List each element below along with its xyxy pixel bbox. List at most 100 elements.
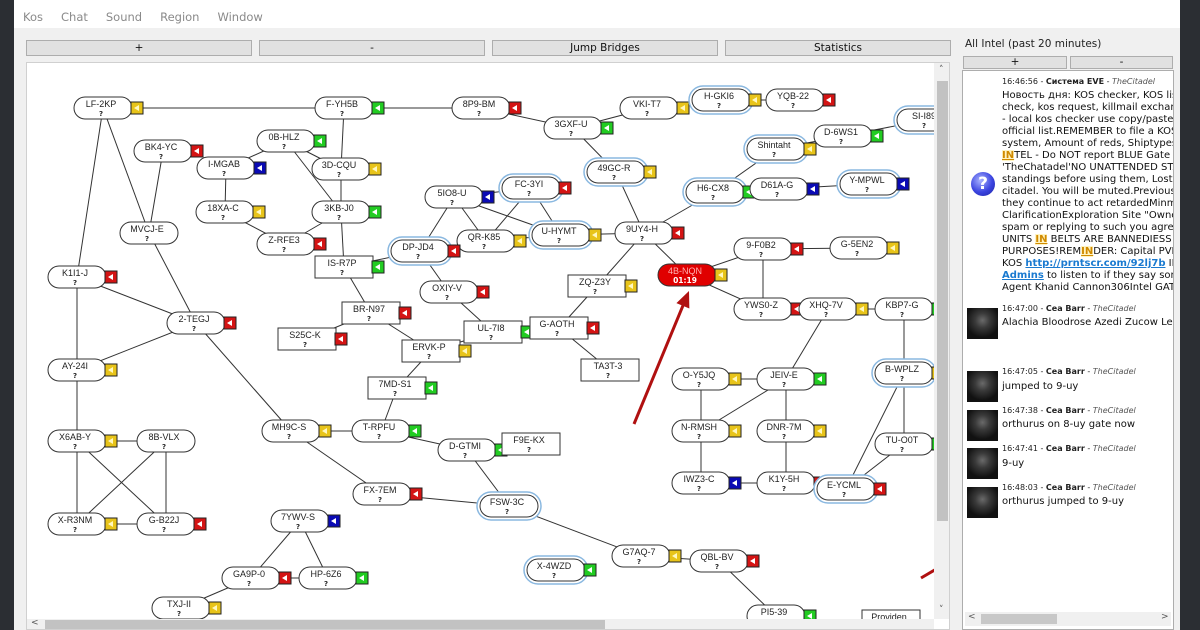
- system-node[interactable]: ZQ-Z3Y?: [567, 274, 638, 298]
- system-node[interactable]: D-GTMI?: [437, 438, 508, 462]
- system-node[interactable]: F-YH5B?: [314, 96, 385, 120]
- system-node[interactable]: 18XA-C?: [195, 200, 266, 224]
- jump-bridges-button[interactable]: Jump Bridges: [492, 40, 718, 56]
- system-node[interactable]: T-RPFU?: [351, 419, 422, 443]
- standing-badge-green[interactable]: [931, 302, 934, 316]
- menu-window[interactable]: Window: [217, 10, 263, 24]
- menu-kos[interactable]: Kos: [23, 10, 43, 24]
- statistics-button[interactable]: Statistics: [725, 40, 951, 56]
- system-node[interactable]: GA9P-0?: [221, 566, 292, 590]
- system-node[interactable]: AY-24I?: [47, 358, 118, 382]
- system-node[interactable]: S25C-K?: [277, 327, 348, 351]
- system-node[interactable]: 0B-HLZ?: [256, 129, 327, 153]
- scroll-up-icon[interactable]: ˄: [939, 65, 944, 75]
- zoom-out-button[interactable]: -: [259, 40, 485, 56]
- menu-region[interactable]: Region: [160, 10, 200, 24]
- system-node[interactable]: IWZ3-C?: [671, 471, 742, 495]
- system-node[interactable]: G-B22J?: [136, 512, 207, 536]
- chat-hscroll-thumb[interactable]: [981, 614, 1057, 624]
- system-node[interactable]: K1I1-J?: [47, 265, 118, 289]
- system-node[interactable]: 5IO8-U?: [424, 185, 495, 209]
- system-node[interactable]: D61A-G?: [749, 177, 820, 201]
- system-node[interactable]: I-MGAB?: [196, 156, 267, 180]
- system-node[interactable]: 9-F0B2?: [733, 237, 804, 261]
- scroll-left-icon[interactable]: <: [968, 612, 976, 622]
- system-node[interactable]: 7MD-S1?: [367, 376, 438, 400]
- system-node[interactable]: 8B-VLX?: [136, 429, 196, 453]
- system-node[interactable]: BR-N97?: [341, 301, 412, 325]
- message-link[interactable]: Admins: [1002, 270, 1044, 281]
- system-node[interactable]: H6-CX8?: [682, 177, 756, 207]
- system-node[interactable]: MH9C-S?: [261, 419, 332, 443]
- map-horizontal-scrollbar[interactable]: <: [27, 618, 934, 629]
- system-node[interactable]: 49GC-R?: [583, 157, 657, 187]
- chat-horizontal-scrollbar[interactable]: < >: [965, 612, 1171, 626]
- system-node[interactable]: G-5EN2?: [829, 236, 900, 260]
- system-node[interactable]: 7YWV-S?: [270, 509, 341, 533]
- standing-badge-yellow[interactable]: [931, 366, 934, 380]
- system-node[interactable]: 8P9-BM?: [451, 96, 522, 120]
- system-node[interactable]: D-6WS1?: [813, 124, 884, 148]
- scroll-left-icon[interactable]: <: [31, 618, 39, 628]
- system-node[interactable]: IS-R7P?: [314, 255, 385, 279]
- system-node[interactable]: QR-K85?: [456, 229, 527, 253]
- system-node[interactable]: G7AQ-7?: [611, 544, 682, 568]
- system-node[interactable]: O-Y5JQ?: [671, 367, 742, 391]
- map-hscroll-thumb[interactable]: [45, 620, 605, 629]
- system-node[interactable]: 2-TEGJ?: [166, 311, 237, 335]
- system-node[interactable]: 3KB-J0?: [311, 200, 382, 224]
- system-node[interactable]: QBL-BV?: [689, 549, 760, 573]
- system-node[interactable]: G-AOTH?: [529, 316, 600, 340]
- scroll-down-icon[interactable]: ˅: [939, 605, 944, 615]
- system-node[interactable]: HP-6Z6?: [298, 566, 369, 590]
- system-node[interactable]: XHQ-7V?: [798, 297, 869, 321]
- system-node[interactable]: FSW-3C?: [476, 491, 542, 521]
- system-node[interactable]: LF-2KP?: [73, 96, 144, 120]
- system-node[interactable]: Shintaht?: [743, 134, 817, 164]
- map-canvas[interactable]: LF-2KP? F-YH5B? 8P9-BM? 3GXF-U?VKI-T7?H-GKI…: [27, 63, 934, 619]
- system-node[interactable]: H-GKI6?: [688, 85, 762, 115]
- system-node[interactable]: YWS0-Z?: [733, 297, 804, 321]
- system-node[interactable]: F9E-KX?: [501, 432, 561, 456]
- system-node[interactable]: OXIY-V?: [419, 280, 490, 304]
- map-vertical-scrollbar[interactable]: ˄ ˅: [934, 63, 949, 619]
- standing-badge-green[interactable]: [931, 437, 934, 451]
- system-node[interactable]: SI-I89?: [893, 105, 934, 135]
- system-node[interactable]: Z-RFE3?: [256, 232, 327, 256]
- region-map[interactable]: LF-2KP? F-YH5B? 8P9-BM? 3GXF-U? VKI-T7? H-GKI…: [26, 62, 950, 630]
- intel-zoom-out-button[interactable]: -: [1070, 56, 1173, 69]
- menu-chat[interactable]: Chat: [61, 10, 88, 24]
- system-node[interactable]: N-RMSH?: [671, 419, 742, 443]
- system-node[interactable]: DP-JD4?: [387, 236, 461, 266]
- system-node[interactable]: B-WPLZ?: [871, 358, 934, 388]
- system-node[interactable]: FX-7EM?: [352, 482, 423, 506]
- intel-zoom-in-button[interactable]: +: [963, 56, 1067, 69]
- zoom-in-button[interactable]: +: [26, 40, 252, 56]
- system-node[interactable]: JEIV-E?: [756, 367, 827, 391]
- system-node[interactable]: 3GXF-U?: [543, 116, 614, 140]
- system-node[interactable]: BK4-YC?: [133, 139, 204, 163]
- system-node[interactable]: 3D-CQU?: [311, 157, 382, 181]
- scroll-right-icon[interactable]: >: [1161, 612, 1169, 622]
- system-node[interactable]: X-4WZD?: [523, 555, 597, 585]
- system-node[interactable]: X6AB-Y?: [47, 429, 118, 453]
- system-node[interactable]: UL-7I8?: [463, 320, 534, 344]
- system-node[interactable]: 9UY4-H?: [614, 221, 685, 245]
- message-link[interactable]: http://prntscr.com/92lj7b: [1025, 258, 1166, 269]
- system-node[interactable]: VKI-T7?: [619, 96, 690, 120]
- system-node[interactable]: FC-3YI?: [498, 173, 572, 203]
- system-node[interactable]: KBP7-G?: [874, 297, 934, 321]
- system-node[interactable]: PI5-39?: [746, 604, 817, 619]
- system-node[interactable]: X-R3NM?: [47, 512, 118, 536]
- system-node[interactable]: DNR-7M?: [756, 419, 827, 443]
- intel-chat-list[interactable]: < > ? 16:46:56 - Система EVE - TheCitadel…: [962, 70, 1174, 630]
- menu-sound[interactable]: Sound: [105, 10, 143, 24]
- system-node[interactable]: Y-MPWL?: [836, 169, 910, 199]
- system-node[interactable]: TU-O0T?: [874, 432, 934, 456]
- system-node[interactable]: U-HYMT?: [528, 220, 602, 250]
- system-node[interactable]: YQB-22?: [765, 88, 836, 112]
- system-node[interactable]: TA3T-3?: [580, 358, 640, 382]
- system-node[interactable]: Providen?: [861, 609, 921, 619]
- system-node[interactable]: TXJ-II?: [151, 596, 222, 619]
- map-vscroll-thumb[interactable]: [937, 81, 948, 521]
